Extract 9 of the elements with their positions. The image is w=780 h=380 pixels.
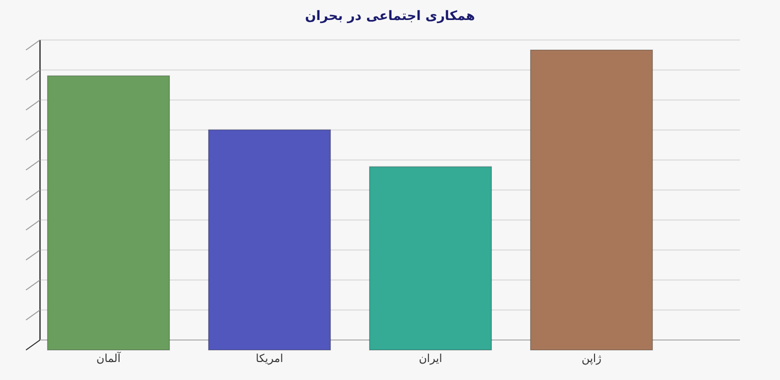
bar: [530, 50, 653, 350]
bar: [208, 129, 331, 350]
x-tick-label: ژاپن: [582, 352, 602, 365]
x-tick-label: امریکا: [256, 352, 284, 365]
chart-title: همکاری اجتماعی در بحران: [305, 9, 475, 24]
x-tick-label: ایران: [418, 352, 442, 365]
bar: [47, 75, 170, 350]
bar: [369, 166, 492, 350]
x-tick-label: آلمان: [96, 351, 122, 365]
